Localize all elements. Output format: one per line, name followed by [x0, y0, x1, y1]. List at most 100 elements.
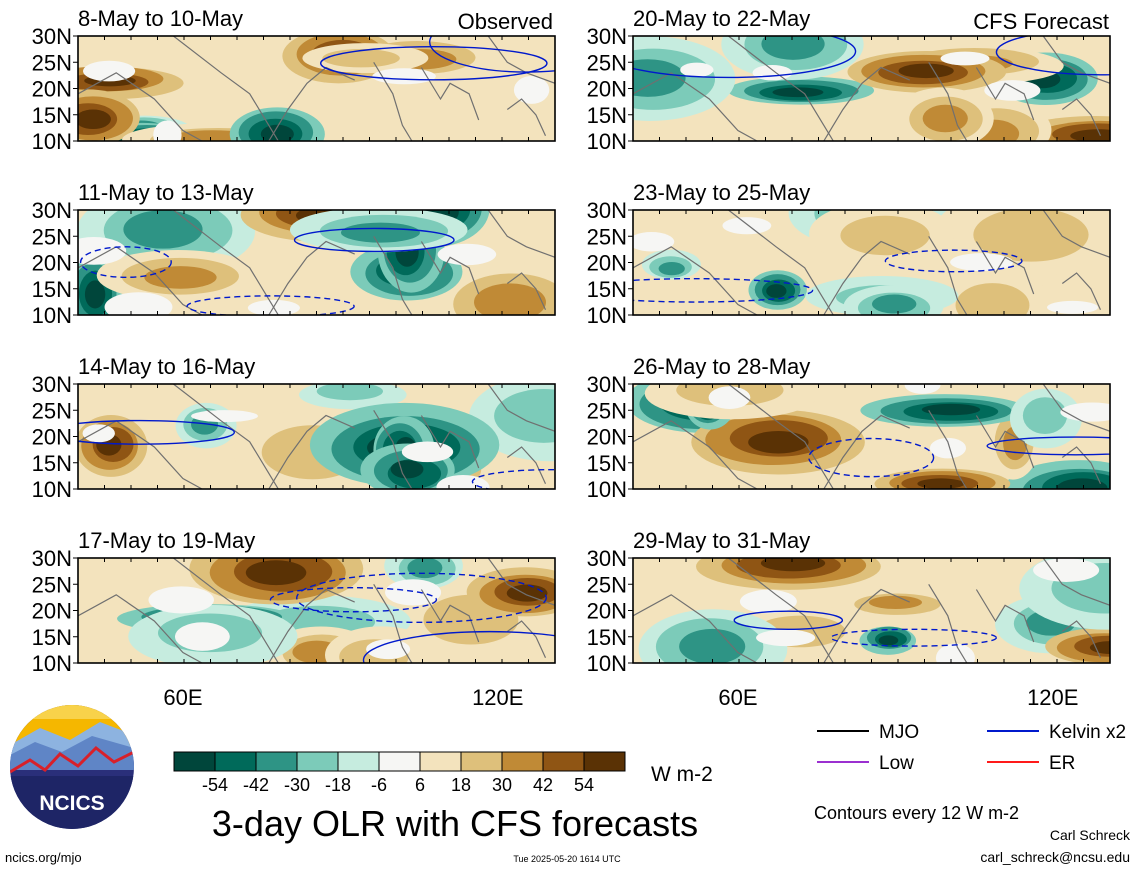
coastline	[173, 384, 279, 489]
coastline	[728, 384, 834, 489]
panel-period-label: 26-May to 28-May	[633, 354, 810, 379]
olr-neutral-patch	[153, 120, 182, 141]
lat-tick-label: 20N	[587, 77, 627, 102]
coastline	[506, 620, 547, 659]
olr-anomaly-patch	[1070, 129, 1110, 141]
logo-text: NCICS	[39, 792, 104, 815]
coastline	[268, 240, 355, 315]
olr-anomaly-patch	[761, 36, 825, 60]
kelvin-contour	[296, 572, 547, 624]
coastline	[506, 272, 547, 311]
lat-tick-label: 30N	[32, 546, 72, 571]
legend-label: ER	[1049, 753, 1075, 774]
olr-anomaly-patch	[898, 63, 954, 79]
lat-tick-label: 15N	[32, 625, 72, 650]
coastline	[173, 558, 279, 663]
coastline	[823, 588, 910, 663]
colorbar-swatch	[583, 751, 626, 772]
lat-tick-label: 15N	[587, 103, 627, 128]
coastline	[487, 384, 555, 432]
colorbar-tick-label: 42	[533, 775, 553, 795]
lat-tick-label: 30N	[32, 372, 72, 397]
coastline	[823, 66, 910, 141]
lat-tick-label: 25N	[587, 398, 627, 423]
colorbar-swatch	[501, 751, 544, 772]
kelvin-contour	[471, 468, 555, 489]
olr-neutral-patch	[984, 80, 1041, 101]
colorbar-swatch	[337, 751, 380, 772]
lat-tick-label: 10N	[587, 651, 627, 676]
lon-tick-label: 120E	[1027, 685, 1078, 710]
olr-anomaly-patch	[658, 262, 685, 276]
lat-tick-label: 20N	[587, 251, 627, 276]
olr-anomaly-patch	[390, 460, 424, 479]
colorbar-tick-label: 30	[492, 775, 512, 795]
colorbar-swatch	[460, 751, 503, 772]
colorbar-tick-label: 18	[451, 775, 471, 795]
olr-anomaly-patch	[871, 294, 917, 314]
coastline	[975, 589, 1035, 643]
coastline	[373, 583, 413, 663]
lat-tick-label: 15N	[32, 103, 72, 128]
panel-period-label: 29-May to 31-May	[633, 528, 810, 553]
olr-neutral-patch	[104, 292, 173, 315]
coastline	[928, 583, 968, 663]
colorbar-tick-label: -30	[284, 775, 310, 795]
observed-label: Observed	[458, 9, 553, 34]
coastline	[728, 210, 834, 315]
lat-tick-label: 30N	[587, 24, 627, 49]
olr-neutral-patch	[1033, 558, 1100, 582]
kelvin-contour	[633, 36, 857, 79]
colorbar-tick-label: 6	[415, 775, 425, 795]
coastline	[420, 67, 480, 121]
olr-neutral-patch	[680, 62, 714, 78]
coastline	[1061, 272, 1102, 311]
lat-tick-label: 10N	[587, 303, 627, 328]
lat-tick-label: 25N	[32, 572, 72, 597]
olr-neutral-patch	[1047, 300, 1098, 314]
olr-anomaly-patch	[868, 595, 922, 609]
coastline	[1042, 384, 1110, 432]
olr-anomaly-patch	[772, 87, 824, 98]
kelvin-contour	[293, 227, 455, 253]
lat-tick-label: 10N	[32, 129, 72, 154]
coastline	[420, 415, 480, 469]
coastline	[928, 235, 968, 315]
coastline	[78, 72, 203, 141]
lon-tick-label: 60E	[718, 685, 757, 710]
lat-tick-label: 20N	[587, 425, 627, 450]
colorbar-tick-label: -54	[202, 775, 228, 795]
coastline	[78, 420, 203, 489]
olr-anomaly-patch	[322, 49, 400, 68]
coastline	[975, 67, 1035, 121]
lon-tick-label: 60E	[163, 685, 202, 710]
lat-tick-label: 20N	[32, 251, 72, 276]
olr-anomaly-patch	[494, 389, 555, 443]
coastline	[1061, 620, 1102, 659]
olr-anomaly-patch	[973, 210, 1089, 262]
coastline	[1042, 210, 1110, 258]
coastline	[487, 210, 555, 258]
panel-period-label: 20-May to 22-May	[633, 6, 810, 31]
legend-label: Kelvin x2	[1049, 722, 1126, 743]
lat-tick-label: 10N	[587, 477, 627, 502]
colorbar-swatch	[419, 751, 462, 772]
olr-anomaly-patch	[760, 558, 826, 572]
panel-period-label: 11-May to 13-May	[78, 180, 254, 205]
coastline	[420, 241, 480, 295]
olr-neutral-patch	[385, 579, 442, 606]
lat-tick-label: 30N	[587, 546, 627, 571]
ncics-logo: NCICS	[10, 705, 134, 829]
coastline	[633, 420, 758, 489]
footer-timestamp: Tue 2025-05-20 1614 UTC	[513, 854, 621, 864]
olr-neutral-patch	[904, 384, 941, 394]
lon-tick-label: 120E	[472, 685, 523, 710]
olr-neutral-patch	[148, 586, 214, 614]
olr-anomaly-patch	[407, 558, 443, 579]
olr-neutral-patch	[513, 75, 550, 104]
lat-tick-label: 10N	[32, 303, 72, 328]
olr-anomaly-patch	[748, 431, 809, 454]
olr-neutral-patch	[1060, 402, 1110, 422]
